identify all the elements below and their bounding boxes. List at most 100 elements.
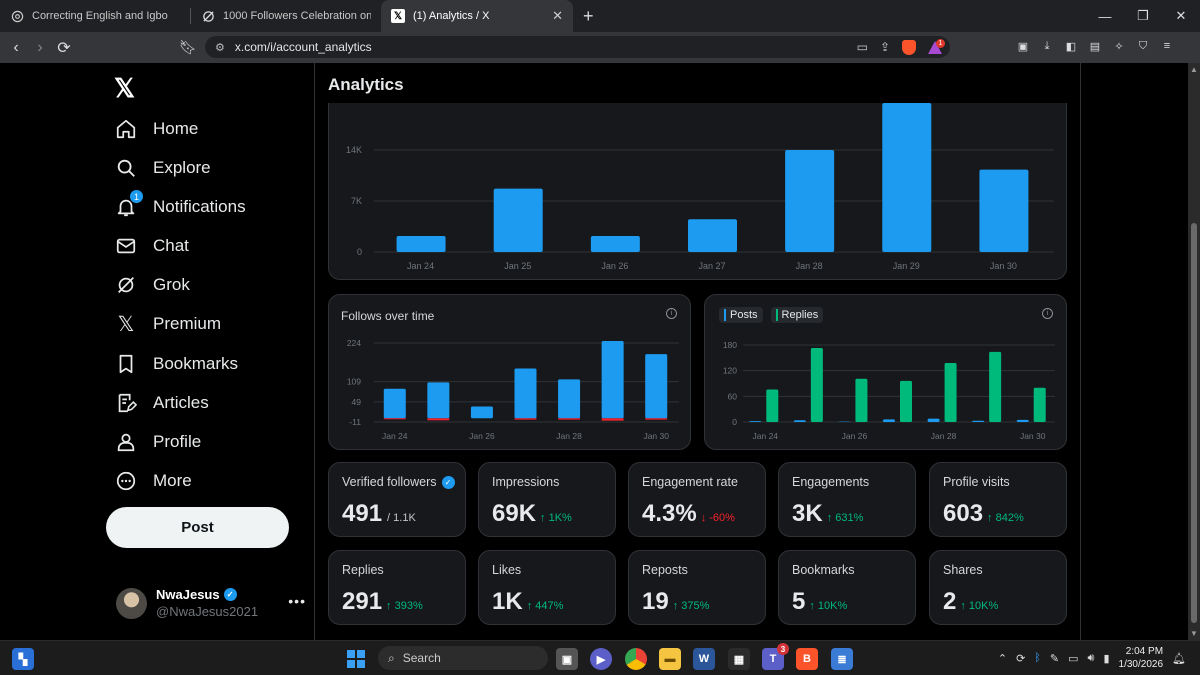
reader-icon[interactable]: ▣: [1017, 40, 1029, 53]
brave-rewards-icon[interactable]: 1: [928, 38, 945, 54]
nav-label: Profile: [153, 432, 202, 451]
nav-notifications[interactable]: 1 Notifications: [115, 190, 246, 221]
nav-explore[interactable]: Explore: [115, 154, 211, 182]
stat-card[interactable]: Engagement rate 4.3% ↓ -60%: [628, 462, 766, 537]
address-bar[interactable]: ⚙ x.com/i/account_analytics ▭ ⇪ 1: [205, 36, 950, 58]
info-icon[interactable]: i: [1042, 308, 1053, 319]
page-scrollbar[interactable]: ▲ ▼: [1188, 63, 1200, 640]
x-logo-icon[interactable]: 𝕏: [114, 73, 135, 103]
notepad-icon[interactable]: ≣: [831, 648, 853, 670]
start-icon[interactable]: [345, 648, 367, 670]
task-view-icon[interactable]: ▣: [556, 648, 578, 670]
tab-title: 1000 Followers Celebration on X - Gr: [223, 10, 371, 22]
stat-value: 3K ↑ 631%: [792, 500, 864, 527]
stat-value: 1K ↑ 447%: [492, 588, 564, 615]
post-button[interactable]: Post: [106, 507, 289, 548]
avatar: [116, 587, 147, 619]
scroll-down-icon[interactable]: ▼: [1190, 629, 1198, 638]
mail-icon: [115, 235, 137, 257]
legend-replies[interactable]: Replies: [770, 307, 824, 323]
stat-value: 5 ↑ 10K%: [792, 588, 848, 615]
nav-grok[interactable]: Grok: [115, 271, 190, 299]
restore-icon[interactable]: ❐: [1137, 8, 1149, 23]
bookmark-page-icon[interactable]: 🔖︎: [179, 39, 197, 55]
taskbar-search[interactable]: ⌕ Search: [378, 646, 548, 670]
x-icon: 𝕏: [117, 312, 135, 336]
scroll-up-icon[interactable]: ▲: [1190, 65, 1198, 74]
widgets-icon[interactable]: ▚: [12, 648, 34, 670]
brave-shield-icon[interactable]: [902, 39, 916, 55]
bar-posts: [883, 419, 895, 422]
nav-label: Premium: [153, 314, 222, 333]
stat-card[interactable]: Likes 1K ↑ 447%: [478, 550, 616, 625]
stat-card[interactable]: Shares 2 ↑ 10K%: [929, 550, 1067, 625]
more-options-icon[interactable]: •••: [288, 593, 306, 609]
tray-chevron-icon[interactable]: ⌃: [997, 652, 1008, 665]
bar-replies: [944, 362, 957, 422]
info-icon[interactable]: i: [666, 308, 677, 319]
display-icon[interactable]: ▭: [1068, 652, 1079, 665]
nav-profile[interactable]: Profile: [115, 428, 201, 456]
store-icon[interactable]: ▦: [728, 648, 750, 670]
wallet-icon[interactable]: ▤: [1089, 40, 1101, 53]
nav-home[interactable]: Home: [115, 115, 198, 143]
nav-more[interactable]: More: [115, 467, 192, 495]
close-window-icon[interactable]: ✕: [1175, 8, 1187, 23]
nav-premium[interactable]: 𝕏 Premium: [115, 310, 221, 338]
vpn-icon[interactable]: ⛉: [1138, 39, 1148, 52]
menu-icon[interactable]: ≡: [1163, 40, 1171, 52]
scrollbar-thumb[interactable]: [1191, 223, 1197, 623]
stat-card[interactable]: Reposts 19 ↑ 375%: [628, 550, 766, 625]
stat-card[interactable]: Engagements 3K ↑ 631%: [778, 462, 916, 537]
pen-icon[interactable]: ✎: [1049, 652, 1060, 665]
stat-label: Replies: [342, 563, 384, 577]
stat-card[interactable]: Bookmarks 5 ↑ 10K%: [778, 550, 916, 625]
forward-icon[interactable]: ›: [37, 38, 43, 56]
nav-chat[interactable]: Chat: [115, 232, 189, 260]
stat-card[interactable]: Verified followers ✓ 491/ 1.1K: [328, 462, 466, 537]
word-icon[interactable]: W: [693, 648, 715, 670]
reload-icon[interactable]: ⟳: [57, 39, 71, 57]
nav-articles[interactable]: Articles: [115, 389, 209, 417]
nav-bookmarks[interactable]: Bookmarks: [115, 350, 238, 378]
leo-ai-icon[interactable]: ✧: [1114, 40, 1124, 53]
stat-card[interactable]: Replies 291 ↑ 393%: [328, 550, 466, 625]
back-icon[interactable]: ‹: [13, 38, 19, 56]
url-text: x.com/i/account_analytics: [234, 40, 372, 54]
article-icon: [115, 392, 137, 414]
sidebar-toggle-icon[interactable]: ◧: [1065, 40, 1077, 53]
teams-icon[interactable]: T 3: [762, 643, 789, 670]
bar-unfollows: [383, 418, 406, 420]
site-settings-icon[interactable]: ⚙: [215, 41, 225, 54]
share-icon[interactable]: ⇪: [879, 40, 890, 54]
browser-tab-active[interactable]: 𝕏 (1) Analytics / X ✕: [381, 0, 573, 32]
impressions-chart-card: 0 7K 14K Jan 24 Jan 25 Jan 26 Jan 27 Jan 28 Jan …: [328, 103, 1067, 280]
browser-tab[interactable]: Correcting English and Igbo: [0, 0, 190, 32]
bar-unfollows: [645, 418, 668, 420]
sync-icon[interactable]: ⟳: [1016, 652, 1026, 665]
profile-handle: @NwaJesus2021: [156, 604, 259, 619]
stat-card[interactable]: Profile visits 603 ↑ 842%: [929, 462, 1067, 537]
brave-icon[interactable]: B: [796, 648, 818, 670]
sidebar: 𝕏 Home Explore 1 Notifications Chat Grok…: [100, 63, 315, 640]
new-tab-icon[interactable]: +: [583, 5, 594, 26]
download-icon[interactable]: ⤓: [1044, 39, 1050, 52]
cast-icon[interactable]: ▭: [856, 40, 868, 54]
minimize-icon[interactable]: —: [1098, 8, 1112, 24]
bluetooth-icon[interactable]: ᛒ: [1034, 652, 1041, 664]
browser-tab[interactable]: 1000 Followers Celebration on X - Gr: [191, 0, 381, 32]
stat-card[interactable]: Impressions 69K ↑ 1K%: [478, 462, 616, 537]
meet-icon[interactable]: ▶: [590, 648, 612, 670]
account-switcher[interactable]: NwaJesus ✓ @NwaJesus2021 •••: [116, 583, 306, 623]
battery-icon[interactable]: ▮: [1103, 652, 1110, 665]
search-label: Search: [402, 651, 441, 665]
notification-bell-icon[interactable]: 🔔︎: [1172, 652, 1186, 665]
volume-icon[interactable]: 🔊︎: [1087, 651, 1095, 664]
bar-posts: [972, 420, 985, 422]
chart-title: Follows over time: [341, 309, 435, 323]
file-explorer-icon[interactable]: ▬: [659, 648, 681, 670]
close-tab-icon[interactable]: ✕: [552, 8, 563, 23]
chrome-icon[interactable]: [625, 648, 647, 670]
clock[interactable]: 2:04 PM 1/30/2026: [1119, 645, 1164, 671]
legend-posts[interactable]: Posts: [719, 307, 763, 323]
